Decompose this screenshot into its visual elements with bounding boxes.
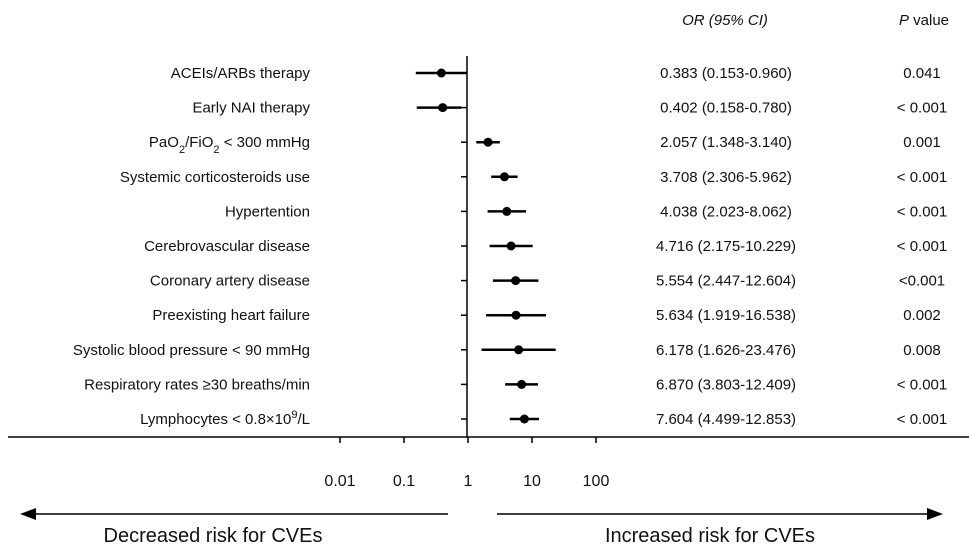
forest-row: PaO2/FiO2 < 300 mmHg 2.057 (1.348-3.140) 0… bbox=[149, 134, 941, 156]
row-label: Systolic blood pressure < 90 mmHg bbox=[73, 342, 310, 359]
or-point bbox=[438, 103, 448, 113]
row-label: Hypertention bbox=[225, 203, 310, 220]
x-axis-ticks: 0.01 0.1 1 10 100 bbox=[324, 437, 609, 490]
or-point bbox=[519, 414, 529, 424]
or-column-header: OR (95% CI) bbox=[682, 12, 768, 29]
increased-risk-label: Increased risk for CVEs bbox=[605, 525, 815, 547]
forest-row: Systemic corticosteroids use 3.708 (2.306… bbox=[120, 169, 947, 186]
p-value: 0.002 bbox=[903, 307, 941, 324]
p-value: < 0.001 bbox=[897, 238, 947, 255]
p-value: < 0.001 bbox=[897, 169, 947, 186]
or-point bbox=[514, 345, 524, 355]
or-ci-value: 5.554 (2.447-12.604) bbox=[656, 273, 796, 290]
or-point bbox=[511, 310, 521, 320]
row-label: Early NAI therapy bbox=[192, 100, 310, 117]
p-column-header: P value bbox=[899, 12, 949, 29]
or-ci-value: 3.708 (2.306-5.962) bbox=[660, 169, 792, 186]
x-tick-label: 0.1 bbox=[393, 473, 415, 490]
or-ci-value: 5.634 (1.919-16.538) bbox=[656, 307, 796, 324]
row-label: PaO2/FiO2 < 300 mmHg bbox=[149, 134, 310, 156]
forest-rows: ACEIs/ARBs therapy 0.383 (0.153-0.960) 0.0… bbox=[73, 65, 947, 428]
or-ci-value: 6.178 (1.626-23.476) bbox=[656, 342, 796, 359]
forest-row: Hypertention 4.038 (2.023-8.062) < 0.001 bbox=[225, 203, 947, 220]
p-value: < 0.001 bbox=[897, 203, 947, 220]
decreased-risk-arrow bbox=[20, 508, 448, 520]
or-point bbox=[517, 379, 527, 389]
or-ci-value: 0.402 (0.158-0.780) bbox=[660, 100, 792, 117]
forest-row: Coronary artery disease 5.554 (2.447-12.6… bbox=[150, 273, 945, 290]
forest-row: Preexisting heart failure 5.634 (1.919-16… bbox=[152, 307, 940, 324]
forest-row: Lymphocytes < 0.8×109/L 7.604 (4.499-12.8… bbox=[140, 409, 947, 428]
or-point bbox=[436, 68, 446, 78]
p-value: 0.001 bbox=[903, 134, 941, 151]
or-ci-value: 0.383 (0.153-0.960) bbox=[660, 65, 792, 82]
row-label: Respiratory rates ≥30 breaths/min bbox=[84, 376, 310, 393]
or-ci-value: 4.716 (2.175-10.229) bbox=[656, 238, 796, 255]
forest-row: Early NAI therapy 0.402 (0.158-0.780) < 0.… bbox=[192, 100, 947, 117]
decreased-risk-label: Decreased risk for CVEs bbox=[104, 525, 323, 547]
forest-row: Cerebrovascular disease 4.716 (2.175-10.2… bbox=[144, 238, 947, 255]
x-tick-label: 100 bbox=[583, 473, 610, 490]
x-tick-label: 0.01 bbox=[324, 473, 355, 490]
p-value: < 0.001 bbox=[897, 100, 947, 117]
p-value: <0.001 bbox=[899, 273, 945, 290]
increased-risk-arrow bbox=[497, 508, 943, 520]
or-point bbox=[511, 276, 521, 286]
or-point bbox=[502, 206, 512, 216]
or-point bbox=[506, 241, 516, 251]
or-ci-value: 6.870 (3.803-12.409) bbox=[656, 376, 796, 393]
or-point bbox=[483, 137, 493, 147]
x-tick-label: 10 bbox=[523, 473, 541, 490]
p-value: 0.008 bbox=[903, 342, 941, 359]
or-ci-value: 2.057 (1.348-3.140) bbox=[660, 134, 792, 151]
or-point bbox=[499, 172, 509, 182]
p-value: < 0.001 bbox=[897, 411, 947, 428]
p-value: 0.041 bbox=[903, 65, 941, 82]
x-tick-label: 1 bbox=[464, 473, 473, 490]
row-label: Lymphocytes < 0.8×109/L bbox=[140, 409, 310, 428]
forest-row: Respiratory rates ≥30 breaths/min 6.870 (… bbox=[84, 376, 947, 393]
forest-row: ACEIs/ARBs therapy 0.383 (0.153-0.960) 0.0… bbox=[171, 65, 941, 82]
row-label: Systemic corticosteroids use bbox=[120, 169, 310, 186]
row-label: ACEIs/ARBs therapy bbox=[171, 65, 311, 82]
or-ci-value: 7.604 (4.499-12.853) bbox=[656, 411, 796, 428]
row-label: Preexisting heart failure bbox=[152, 307, 310, 324]
p-value: < 0.001 bbox=[897, 376, 947, 393]
or-ci-value: 4.038 (2.023-8.062) bbox=[660, 203, 792, 220]
row-label: Cerebrovascular disease bbox=[144, 238, 310, 255]
row-label: Coronary artery disease bbox=[150, 273, 310, 290]
forest-row: Systolic blood pressure < 90 mmHg 6.178 (… bbox=[73, 342, 941, 359]
